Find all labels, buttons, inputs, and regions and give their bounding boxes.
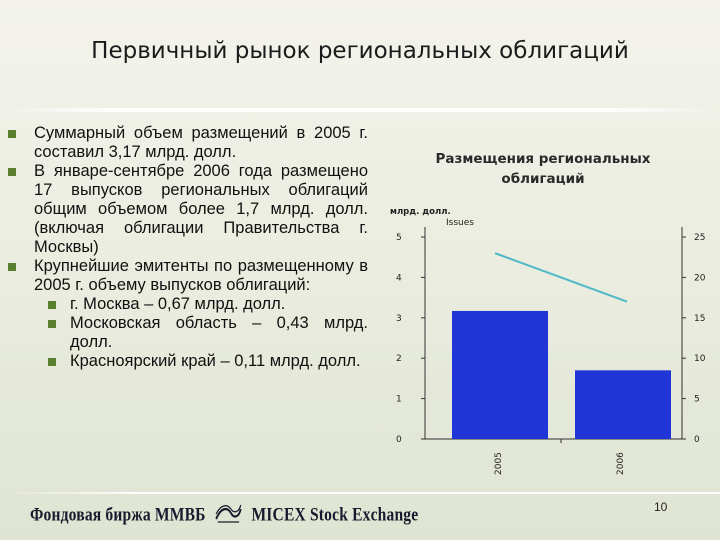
bullet-item: В январе-сентябре 2006 года размещено 17… — [8, 162, 368, 257]
square-bullet-icon — [48, 301, 56, 309]
bar — [575, 370, 671, 439]
y-right-tick-label: 10 — [694, 354, 706, 364]
logo-text-ru: Фондовая биржа ММВБ — [30, 504, 206, 526]
y-right-tick-label: 5 — [694, 395, 700, 405]
exchange-emblem-icon — [215, 503, 243, 529]
bar — [452, 310, 548, 439]
chart-title: Размещения региональных — [436, 151, 651, 167]
y-left-tick-label: 2 — [396, 354, 402, 364]
title-divider — [0, 108, 720, 112]
y-right-tick-label: 0 — [694, 435, 700, 445]
x-tick-label: 2005 — [494, 452, 504, 475]
bullet-text: Суммарный объем размещений в 2005 г. сос… — [34, 124, 368, 161]
y-right-tick-label: 25 — [694, 233, 705, 243]
bullet-text: Крупнейшие эмитенты по размещенному в 20… — [34, 257, 368, 294]
square-bullet-icon — [48, 320, 56, 328]
sub-bullet-item: г. Москва – 0,67 млрд. долл. — [8, 295, 368, 314]
y-left-tick-label: 3 — [396, 314, 402, 324]
y-left-tick-label: 0 — [396, 435, 402, 445]
square-bullet-icon — [48, 358, 56, 366]
square-bullet-icon — [8, 168, 16, 176]
logo-text-en: MICEX Stock Exchange — [251, 504, 419, 526]
y-left-tick-label: 1 — [396, 395, 402, 405]
y-left-tick-label: 5 — [396, 233, 402, 243]
sub-bullet-item: Красноярский край – 0,11 млрд. долл. — [8, 352, 368, 371]
square-bullet-icon — [8, 130, 16, 138]
chart-title: облигаций — [501, 171, 584, 187]
y-left-axis-label: млрд. долл. — [390, 207, 451, 217]
sub-bullet-text: Красноярский край – 0,11 млрд. долл. — [70, 352, 361, 370]
slide-title: Первичный рынок региональных облигаций — [91, 38, 629, 64]
sub-bullet-text: г. Москва – 0,67 млрд. долл. — [70, 295, 286, 313]
placements-chart: Размещения региональных облигаций млрд. до… — [380, 140, 720, 480]
square-bullet-icon — [8, 263, 16, 271]
y-right-tick-label: 20 — [694, 273, 706, 283]
y-right-tick-label: 15 — [694, 314, 705, 324]
bullet-item: Крупнейшие эмитенты по размещенному в 20… — [8, 257, 368, 295]
exchange-logo: Фондовая биржа ММВБ MICEX Stock Exchange — [30, 503, 418, 529]
issues-line — [494, 252, 628, 303]
bullet-item: Суммарный объем размещений в 2005 г. сос… — [8, 124, 368, 162]
chart-svg: Размещения региональных облигаций млрд. до… — [390, 151, 706, 475]
sub-bullet-item: Московская область – 0,43 млрд. долл. — [8, 314, 368, 352]
y-left-tick-label: 4 — [396, 273, 402, 283]
x-tick-label: 2006 — [616, 452, 626, 475]
footer-divider — [0, 492, 720, 494]
sub-bullet-text: Московская область – 0,43 млрд. долл. — [70, 314, 368, 351]
bullet-text: В январе-сентябре 2006 года размещено 17… — [34, 162, 368, 256]
bullet-list: Суммарный объем размещений в 2005 г. сос… — [8, 124, 368, 371]
page-number: 10 — [654, 500, 668, 514]
y-right-axis-label: Issues — [446, 218, 474, 228]
